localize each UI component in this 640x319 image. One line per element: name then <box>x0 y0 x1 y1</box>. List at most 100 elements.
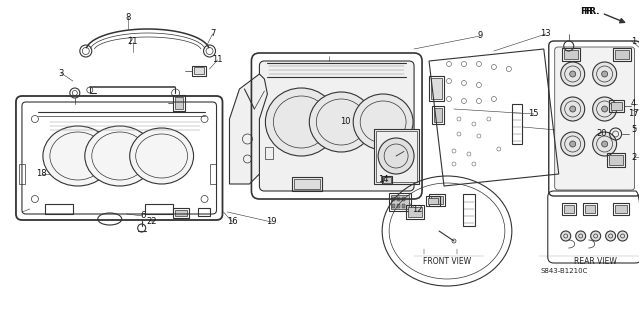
Bar <box>193 67 204 74</box>
Circle shape <box>593 62 616 86</box>
Bar <box>376 131 417 182</box>
Bar <box>397 204 400 208</box>
Text: 22: 22 <box>147 218 157 226</box>
Bar <box>382 176 392 184</box>
Text: FR.: FR. <box>580 6 597 16</box>
Bar <box>512 104 522 144</box>
Bar <box>463 194 475 226</box>
Bar <box>607 153 625 167</box>
Bar <box>428 198 438 204</box>
Ellipse shape <box>85 126 155 186</box>
Bar <box>175 97 182 109</box>
Ellipse shape <box>378 138 414 174</box>
Circle shape <box>605 231 616 241</box>
Bar <box>395 147 403 159</box>
Text: 4: 4 <box>631 100 636 108</box>
Bar <box>145 204 173 214</box>
Bar <box>612 203 628 215</box>
Bar <box>426 196 440 206</box>
Circle shape <box>593 132 616 156</box>
Text: REAR VIEW: REAR VIEW <box>574 256 617 265</box>
Bar <box>432 106 444 124</box>
Ellipse shape <box>43 126 113 186</box>
Bar <box>191 66 205 76</box>
Text: 2: 2 <box>631 152 636 161</box>
FancyBboxPatch shape <box>555 47 635 190</box>
Ellipse shape <box>353 94 413 150</box>
Circle shape <box>561 97 585 121</box>
Bar <box>173 208 189 218</box>
Bar <box>429 76 444 101</box>
Text: 9: 9 <box>477 32 483 41</box>
Bar <box>406 205 424 219</box>
Bar <box>383 177 391 183</box>
Bar <box>408 207 422 217</box>
Text: 6: 6 <box>140 211 145 220</box>
Bar <box>614 205 627 213</box>
Text: 14: 14 <box>378 174 388 183</box>
Text: FR.: FR. <box>584 8 600 17</box>
Bar <box>612 48 630 61</box>
Text: FRONT VIEW: FRONT VIEW <box>423 256 471 265</box>
Circle shape <box>561 62 585 86</box>
Bar <box>562 203 576 215</box>
Circle shape <box>570 141 576 147</box>
Bar <box>391 195 409 209</box>
Bar <box>611 102 621 110</box>
Bar <box>402 204 405 208</box>
Text: 17: 17 <box>628 109 639 118</box>
Bar <box>209 164 216 184</box>
Bar <box>294 179 320 189</box>
Bar <box>292 177 323 191</box>
Ellipse shape <box>130 128 193 184</box>
Text: 5: 5 <box>631 124 636 133</box>
Bar <box>609 100 623 112</box>
Text: 19: 19 <box>266 218 276 226</box>
Text: 7: 7 <box>210 29 215 39</box>
Bar <box>374 129 419 184</box>
Circle shape <box>618 231 628 241</box>
Bar <box>173 95 184 111</box>
Bar <box>402 197 405 201</box>
Bar <box>397 197 400 201</box>
Ellipse shape <box>266 88 337 156</box>
Circle shape <box>570 71 576 77</box>
Text: 10: 10 <box>340 117 351 127</box>
Bar <box>431 196 443 204</box>
Text: 21: 21 <box>127 38 138 47</box>
Bar <box>429 194 445 206</box>
Bar <box>266 147 273 159</box>
Text: 15: 15 <box>529 109 539 118</box>
Bar <box>562 48 580 61</box>
FancyBboxPatch shape <box>259 61 414 191</box>
Polygon shape <box>230 74 268 184</box>
Bar <box>564 205 573 213</box>
Circle shape <box>602 106 607 112</box>
Text: 18: 18 <box>36 169 47 179</box>
Bar <box>392 197 395 201</box>
Text: 13: 13 <box>540 29 551 39</box>
Text: 8: 8 <box>125 12 131 21</box>
Bar <box>45 204 73 214</box>
Bar <box>585 205 595 213</box>
Bar <box>609 155 623 165</box>
Bar <box>198 208 209 216</box>
Bar <box>582 203 596 215</box>
Circle shape <box>602 141 607 147</box>
Circle shape <box>576 231 586 241</box>
Circle shape <box>593 97 616 121</box>
Text: 11: 11 <box>212 56 223 64</box>
Bar <box>564 50 578 59</box>
Circle shape <box>591 231 601 241</box>
Text: 3: 3 <box>58 69 63 78</box>
Bar <box>175 210 187 216</box>
Text: 16: 16 <box>227 218 238 226</box>
Bar <box>431 78 442 99</box>
Ellipse shape <box>309 92 373 152</box>
Bar <box>19 164 25 184</box>
Bar <box>389 193 411 211</box>
Circle shape <box>570 106 576 112</box>
Text: 20: 20 <box>596 130 607 138</box>
Text: 1: 1 <box>631 36 636 46</box>
Bar <box>614 50 628 59</box>
